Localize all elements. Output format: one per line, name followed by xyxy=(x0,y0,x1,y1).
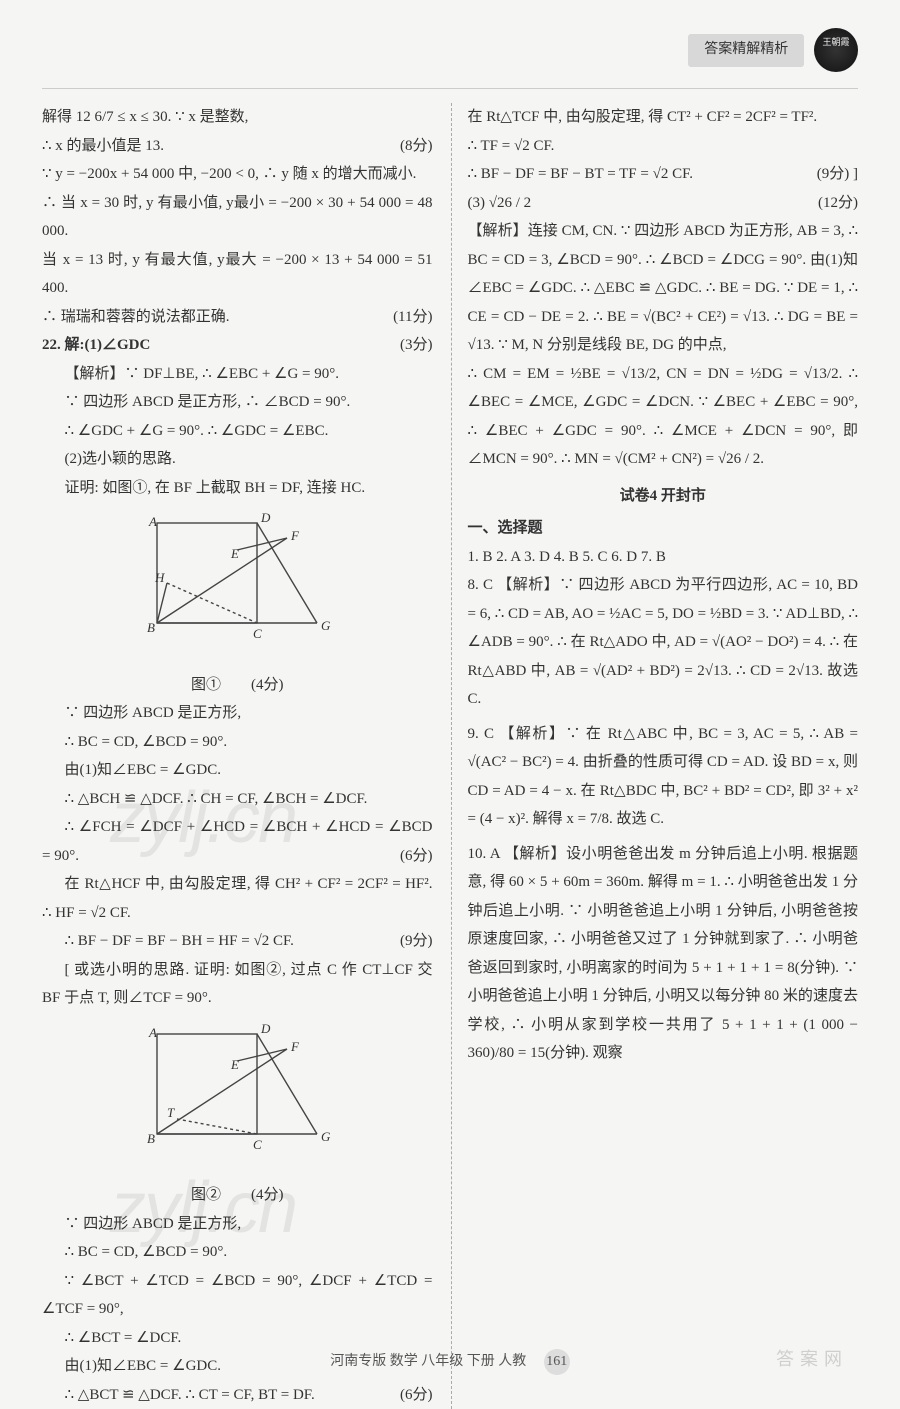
score: (6分) xyxy=(378,842,433,871)
score: (3分) xyxy=(400,331,433,360)
geometry-diagram-2: A B C D E F G T xyxy=(127,1019,347,1169)
pt-B: B xyxy=(147,1131,155,1146)
fig2-label: 图② (4分) xyxy=(42,1181,433,1210)
line: ∴ x 的最小值是 13. (8分) xyxy=(42,132,433,161)
score: (11分) xyxy=(393,303,432,332)
pt-C: C xyxy=(253,1137,262,1152)
test4-title: 试卷4 开封市 xyxy=(468,482,859,511)
page-footer: 河南专版 数学 八年级 下册 人教 161 答案网 xyxy=(0,1349,900,1376)
pt-E: E xyxy=(230,546,239,561)
line: 解得 12 6/7 ≤ x ≤ 30. ∵ x 是整数, xyxy=(42,103,433,132)
line: 由(1)知∠EBC = ∠GDC. xyxy=(42,756,433,785)
line: ∴ TF = √2 CF. xyxy=(468,132,859,161)
pt-A: A xyxy=(148,1025,157,1040)
pt-T: T xyxy=(167,1105,175,1120)
page-number: 161 xyxy=(544,1349,570,1375)
left-column: 解得 12 6/7 ≤ x ≤ 30. ∵ x 是整数, ∴ x 的最小值是 1… xyxy=(42,103,433,1409)
line: ∵ 四边形 ABCD 是正方形, xyxy=(42,1210,433,1239)
pt-E: E xyxy=(230,1057,239,1072)
mc-answers: 1. B 2. A 3. D 4. B 5. C 6. D 7. B xyxy=(468,543,859,572)
q22-head: 22. 解:(1)∠GDC xyxy=(42,337,150,353)
text: (3) √26 / 2 xyxy=(468,195,532,211)
pt-H: H xyxy=(154,570,165,585)
line: ∵ y = −200x + 54 000 中, −200 < 0, ∴ y 随 … xyxy=(42,160,433,189)
line: ∴ △BCT ≌ △DCF. ∴ CT = CF, BT = DF. (6分) xyxy=(42,1381,433,1409)
q9: 9. C 【解析】∵ 在 Rt△ABC 中, BC = 3, AC = 5, ∴… xyxy=(468,720,859,834)
score: (12分) xyxy=(818,189,858,218)
right-column: 在 Rt△TCF 中, 由勾股定理, 得 CT² + CF² = 2CF² = … xyxy=(451,103,859,1409)
line: 【解析】连接 CM, CN. ∵ 四边形 ABCD 为正方形, AB = 3, … xyxy=(468,217,859,360)
line: ∴ BF − DF = BF − BH = HF = √2 CF. (9分) xyxy=(42,927,433,956)
pt-B: B xyxy=(147,620,155,635)
text: 图② xyxy=(191,1187,221,1203)
figure-1: A B C D E F G H xyxy=(42,508,433,669)
line: ∵ 四边形 ABCD 是正方形, ∴ ∠BCD = 90°. xyxy=(42,388,433,417)
brand-logo: 王朝霞 xyxy=(814,28,858,72)
geometry-diagram-1: A B C D E F G H xyxy=(127,508,347,658)
content-columns: 解得 12 6/7 ≤ x ≤ 30. ∵ x 是整数, ∴ x 的最小值是 1… xyxy=(42,103,858,1409)
text: 图① xyxy=(191,677,221,693)
text: ∴ x 的最小值是 13. xyxy=(42,138,164,154)
section-1: 一、选择题 xyxy=(468,514,859,543)
line: (2)选小颖的思路. xyxy=(42,445,433,474)
header-tab: 答案精解精析 xyxy=(688,34,804,67)
line: ∴ ∠GDC + ∠G = 90°. ∴ ∠GDC = ∠EBC. xyxy=(42,417,433,446)
line: ∴ ∠FCH = ∠DCF + ∠HCD = ∠BCH + ∠HCD = ∠BC… xyxy=(42,813,433,870)
footer-text: 河南专版 数学 八年级 下册 人教 xyxy=(330,1354,526,1369)
text: ∴ 瑞瑞和蓉蓉的说法都正确. xyxy=(42,309,230,325)
line: ∴ ∠BCT = ∠DCF. xyxy=(42,1324,433,1353)
q10: 10. A 【解析】设小明爸爸出发 m 分钟后追上小明. 根据题意, 得 60 … xyxy=(468,840,859,1068)
line: 【解析】∵ DF⊥BE, ∴ ∠EBC + ∠G = 90°. xyxy=(42,360,433,389)
score: (4分) xyxy=(251,677,284,693)
q22-line: 22. 解:(1)∠GDC (3分) xyxy=(42,331,433,360)
line: ∵ ∠BCT + ∠TCD = ∠BCD = 90°, ∠DCF + ∠TCD … xyxy=(42,1267,433,1324)
pt-D: D xyxy=(260,510,271,525)
line: 在 Rt△HCF 中, 由勾股定理, 得 CH² + CF² = 2CF² = … xyxy=(42,870,433,927)
line: ∴ 当 x = 30 时, y 有最小值, y最小 = −200 × 30 + … xyxy=(42,189,433,246)
text: ∴ BF − DF = BF − BT = TF = √2 CF. xyxy=(468,166,693,182)
line: ∴ BC = CD, ∠BCD = 90°. xyxy=(42,1238,433,1267)
line: (3) √26 / 2 (12分) xyxy=(468,189,859,218)
pt-D: D xyxy=(260,1021,271,1036)
line: [ 或选小明的思路. 证明: 如图②, 过点 C 作 CT⊥CF 交 BF 于点… xyxy=(42,956,433,1013)
line: ∴ BF − DF = BF − BT = TF = √2 CF. (9分) ] xyxy=(468,160,859,189)
text: ∴ BF − DF = BF − BH = HF = √2 CF. xyxy=(65,933,294,949)
score: (8分) xyxy=(400,132,433,161)
footer-brand: 答案网 xyxy=(776,1342,848,1376)
pt-G: G xyxy=(321,1129,331,1144)
pt-G: G xyxy=(321,618,331,633)
pt-F: F xyxy=(290,528,300,543)
fig1-label: 图① (4分) xyxy=(42,671,433,700)
score: (9分) xyxy=(378,927,433,956)
line: 在 Rt△TCF 中, 由勾股定理, 得 CT² + CF² = 2CF² = … xyxy=(468,103,859,132)
figure-2: A B C D E F G T xyxy=(42,1019,433,1180)
text: ∴ △BCT ≌ △DCF. ∴ CT = CF, BT = DF. xyxy=(65,1387,315,1403)
score: (9分) ] xyxy=(817,160,858,189)
pt-C: C xyxy=(253,626,262,641)
score: (6分) xyxy=(378,1381,433,1409)
page-header: 答案精解精析 王朝霞 xyxy=(42,20,858,89)
q8: 8. C 【解析】∵ 四边形 ABCD 为平行四边形, AC = 10, BD … xyxy=(468,571,859,714)
line: ∴ 瑞瑞和蓉蓉的说法都正确. (11分) xyxy=(42,303,433,332)
text: ∴ ∠FCH = ∠DCF + ∠HCD = ∠BCH + ∠HCD = ∠BC… xyxy=(42,819,433,864)
pt-A: A xyxy=(148,514,157,529)
line: ∴ CM = EM = ½BE = √13/2, CN = DN = ½DG =… xyxy=(468,360,859,474)
score: (4分) xyxy=(251,1187,284,1203)
line: 当 x = 13 时, y 有最大值, y最大 = −200 × 13 + 54… xyxy=(42,246,433,303)
line: ∵ 四边形 ABCD 是正方形, xyxy=(42,699,433,728)
line: ∴ △BCH ≌ △DCF. ∴ CH = CF, ∠BCH = ∠DCF. xyxy=(42,785,433,814)
line: ∴ BC = CD, ∠BCD = 90°. xyxy=(42,728,433,757)
pt-F: F xyxy=(290,1039,300,1054)
line: 证明: 如图①, 在 BF 上截取 BH = DF, 连接 HC. xyxy=(42,474,433,503)
